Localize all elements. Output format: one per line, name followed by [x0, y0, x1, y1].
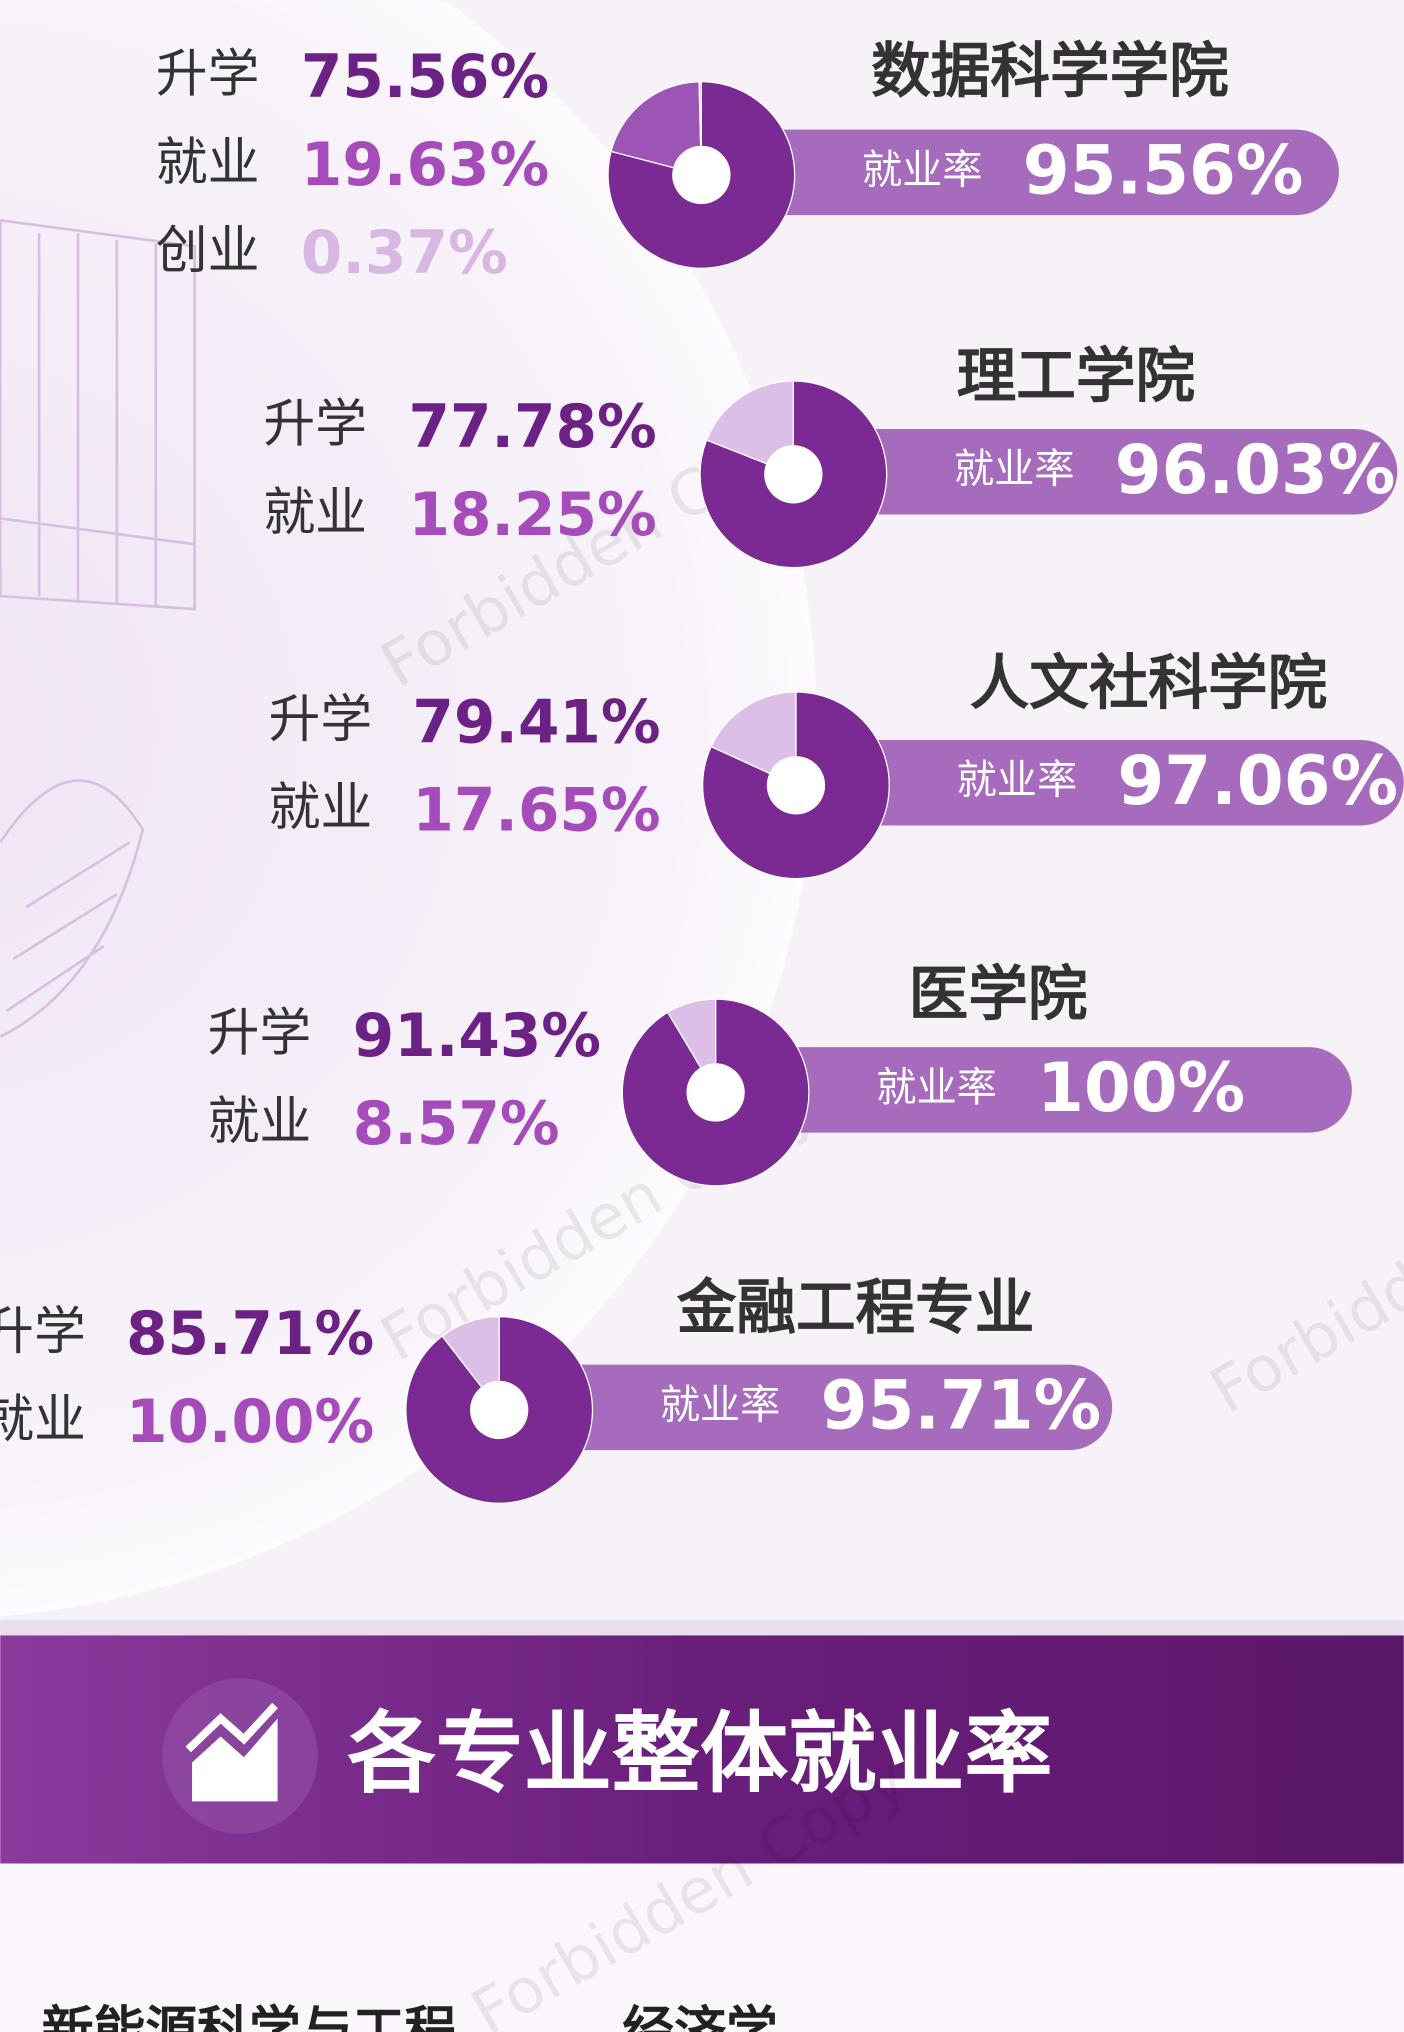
category-label: 就业: [208, 1092, 312, 1152]
donut-hole: [673, 146, 730, 203]
category-label: 升学: [269, 690, 373, 750]
category-label: 就业: [263, 483, 367, 543]
category-label: 升学: [0, 1302, 86, 1362]
rate-label: 就业率: [876, 1065, 996, 1111]
value-label: 75.56%: [301, 43, 549, 112]
rate-label: 就业率: [862, 147, 982, 193]
rate-value: 96.03%: [1115, 430, 1396, 509]
category-label: 就业: [156, 133, 260, 193]
value-label: 19.63%: [301, 131, 549, 200]
category-label: 创业: [156, 221, 260, 281]
donut-hole: [471, 1381, 528, 1438]
category-label: 升学: [263, 395, 367, 455]
donut-hole: [687, 1064, 744, 1121]
page: {"chart_data":[ {"type":"pie","title":"数…: [0, 0, 1404, 2032]
value-label: 18.25%: [408, 481, 656, 550]
donut-hole: [767, 757, 824, 814]
rate-label: 就业率: [957, 758, 1077, 804]
rate-label: 就业率: [660, 1382, 780, 1428]
rate-pill: [716, 1047, 1352, 1133]
value-label: 17.65%: [412, 776, 660, 845]
donut-hole: [765, 446, 822, 503]
category-label: 就业: [269, 778, 373, 838]
footer-label: 新能源科学与工程: [42, 2002, 457, 2032]
college-title: 数据科学学院: [871, 38, 1229, 107]
value-label: 8.57%: [353, 1090, 560, 1159]
rate-value: 95.56%: [1023, 130, 1304, 209]
footer-label: 经济学: [622, 2002, 778, 2032]
category-label: 就业: [0, 1390, 86, 1450]
college-title: 金融工程专业: [676, 1274, 1035, 1343]
value-label: 85.71%: [126, 1300, 374, 1369]
college-title: 医学院: [909, 960, 1088, 1029]
rate-value: 95.71%: [821, 1366, 1102, 1445]
infographic: 各专业整体就业率 新能源科学与工程 经济学 Forbidden Copy For…: [0, 0, 1404, 2032]
rate-label: 就业率: [954, 447, 1074, 493]
category-label: 升学: [208, 1004, 312, 1064]
rate-value: 100%: [1037, 1048, 1245, 1127]
divider: [0, 1620, 1403, 1636]
college-title: 理工学院: [957, 342, 1195, 411]
college-title: 人文社科学院: [970, 649, 1328, 718]
banner-title: 各专业整体就业率: [348, 1702, 1053, 1805]
value-label: 0.37%: [301, 219, 508, 288]
value-label: 79.41%: [412, 688, 660, 757]
rate-value: 97.06%: [1117, 741, 1398, 820]
value-label: 77.78%: [408, 393, 656, 462]
category-label: 升学: [156, 45, 260, 105]
value-label: 91.43%: [353, 1002, 601, 1071]
value-label: 10.00%: [126, 1388, 374, 1457]
